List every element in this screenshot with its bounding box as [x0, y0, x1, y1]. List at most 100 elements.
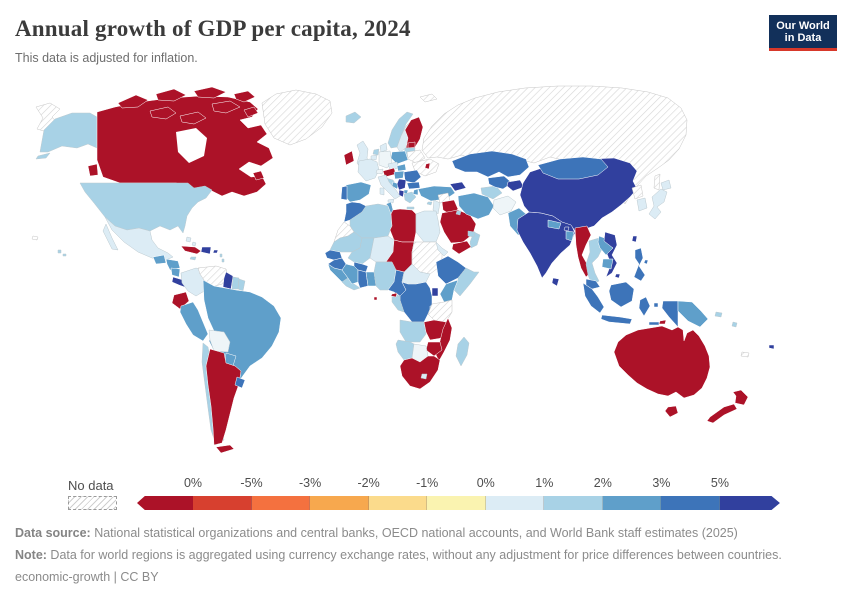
region-uae[interactable] [467, 230, 476, 238]
region-bulgaria[interactable] [406, 181, 421, 190]
region-south-africa[interactable] [399, 355, 441, 390]
region-greenland[interactable] [261, 89, 333, 146]
region-pacific-dash[interactable] [31, 235, 39, 241]
region-french-guiana[interactable] [237, 278, 246, 292]
region-italy[interactable] [377, 174, 401, 204]
region-puerto-rico[interactable] [212, 249, 219, 254]
region-hawaii[interactable] [57, 249, 67, 257]
region-taiwan[interactable] [631, 235, 638, 243]
region-madagascar[interactable] [455, 336, 470, 367]
region-tanzania[interactable] [427, 299, 453, 323]
region-lesser-antilles[interactable] [219, 253, 225, 263]
region-portugal[interactable] [340, 185, 348, 201]
region-nepal[interactable] [547, 219, 562, 230]
region-hispaniola[interactable] [200, 246, 212, 255]
region-venezuela[interactable] [197, 265, 229, 288]
region-denmark[interactable] [379, 142, 388, 153]
region-drc[interactable] [399, 281, 433, 323]
region-romania[interactable] [403, 169, 422, 184]
region-moldova[interactable] [424, 162, 431, 170]
region-philippines[interactable] [633, 247, 649, 282]
region-iran[interactable] [457, 192, 495, 220]
region-belgium[interactable] [370, 154, 378, 161]
region-nicaragua[interactable] [170, 267, 181, 278]
region-guyana[interactable] [222, 271, 234, 290]
region-estonia[interactable] [407, 141, 416, 149]
region-belarus[interactable] [406, 149, 426, 164]
credit-line[interactable]: economic-growth | CC BY [15, 566, 840, 588]
region-ireland[interactable] [343, 150, 355, 166]
region-serbia[interactable] [396, 178, 407, 191]
region-bhutan[interactable] [563, 226, 570, 232]
region-yemen[interactable] [451, 240, 472, 255]
region-equatorial-guinea[interactable] [390, 292, 398, 298]
region-sao-tome[interactable] [373, 296, 378, 301]
region-netherlands[interactable] [372, 148, 380, 156]
region-hainan[interactable] [614, 273, 621, 279]
region-tierra-del-fuego[interactable] [215, 444, 235, 454]
region-canada-hudson[interactable] [176, 128, 207, 163]
region-west-papua[interactable] [661, 300, 679, 328]
region-tasmania[interactable] [664, 405, 679, 418]
region-eritrea[interactable] [435, 241, 449, 257]
region-timor-leste[interactable] [658, 319, 667, 325]
region-japan[interactable] [648, 179, 672, 220]
region-israel-jordan[interactable] [432, 199, 441, 215]
region-kyrgyzstan-tajikistan[interactable] [506, 179, 525, 192]
region-bangladesh[interactable] [565, 230, 575, 242]
region-somalia[interactable] [453, 267, 480, 297]
region-vietnam[interactable] [603, 231, 618, 278]
region-north-korea[interactable] [631, 184, 644, 200]
region-greece[interactable] [403, 191, 417, 210]
region-uruguay[interactable] [234, 376, 246, 389]
region-angola[interactable] [399, 319, 427, 343]
region-hungary[interactable] [393, 170, 405, 180]
region-lesotho[interactable] [420, 373, 428, 380]
no-data-swatch[interactable] [68, 496, 117, 510]
region-kazakhstan[interactable] [451, 150, 530, 178]
region-canada-islands[interactable] [87, 86, 265, 181]
region-indonesia[interactable] [582, 281, 660, 326]
region-argentina[interactable] [205, 348, 242, 446]
region-cambodia[interactable] [601, 258, 614, 270]
region-bolivia[interactable] [208, 329, 231, 353]
region-norway[interactable] [387, 111, 414, 149]
region-jamaica[interactable] [189, 256, 197, 261]
region-solomon-islands[interactable] [714, 311, 723, 318]
region-australia[interactable] [613, 325, 711, 399]
region-spain[interactable] [343, 181, 372, 203]
region-caucasus[interactable] [449, 181, 467, 192]
region-sri-lanka[interactable] [551, 277, 560, 287]
region-sakhalin[interactable] [653, 173, 661, 191]
region-libya[interactable] [389, 208, 417, 243]
region-namibia[interactable] [395, 339, 415, 361]
region-svalbard[interactable] [419, 93, 438, 103]
region-fiji[interactable] [768, 344, 775, 350]
region-uganda[interactable] [431, 287, 439, 297]
region-finland[interactable] [404, 116, 424, 150]
region-iceland[interactable] [345, 111, 362, 124]
region-gabon-congo[interactable] [391, 293, 405, 313]
region-saudi-arabia[interactable] [439, 209, 477, 244]
region-mexico[interactable] [102, 216, 174, 261]
region-bahamas[interactable] [185, 236, 197, 247]
region-slovakia[interactable] [396, 163, 407, 172]
region-mongolia[interactable] [537, 156, 609, 180]
region-usa[interactable] [79, 182, 213, 234]
region-afghanistan[interactable] [492, 195, 517, 216]
region-new-zealand[interactable] [706, 389, 749, 424]
legend-colorbar[interactable] [137, 496, 780, 510]
region-cyprus[interactable] [426, 201, 433, 206]
region-france[interactable] [357, 158, 380, 182]
region-papua-new-guinea[interactable] [677, 300, 709, 328]
region-cuba[interactable] [180, 245, 202, 255]
owid-logo[interactable]: Our World in Data [769, 15, 837, 51]
region-switzerland[interactable] [375, 168, 384, 175]
region-kuwait[interactable] [455, 210, 462, 216]
region-peru[interactable] [179, 301, 209, 342]
region-ghana[interactable] [357, 269, 369, 289]
region-egypt[interactable] [415, 210, 441, 243]
region-albania[interactable] [398, 189, 405, 198]
region-uzbekistan[interactable] [487, 175, 513, 190]
region-vanuatu[interactable] [731, 321, 738, 328]
